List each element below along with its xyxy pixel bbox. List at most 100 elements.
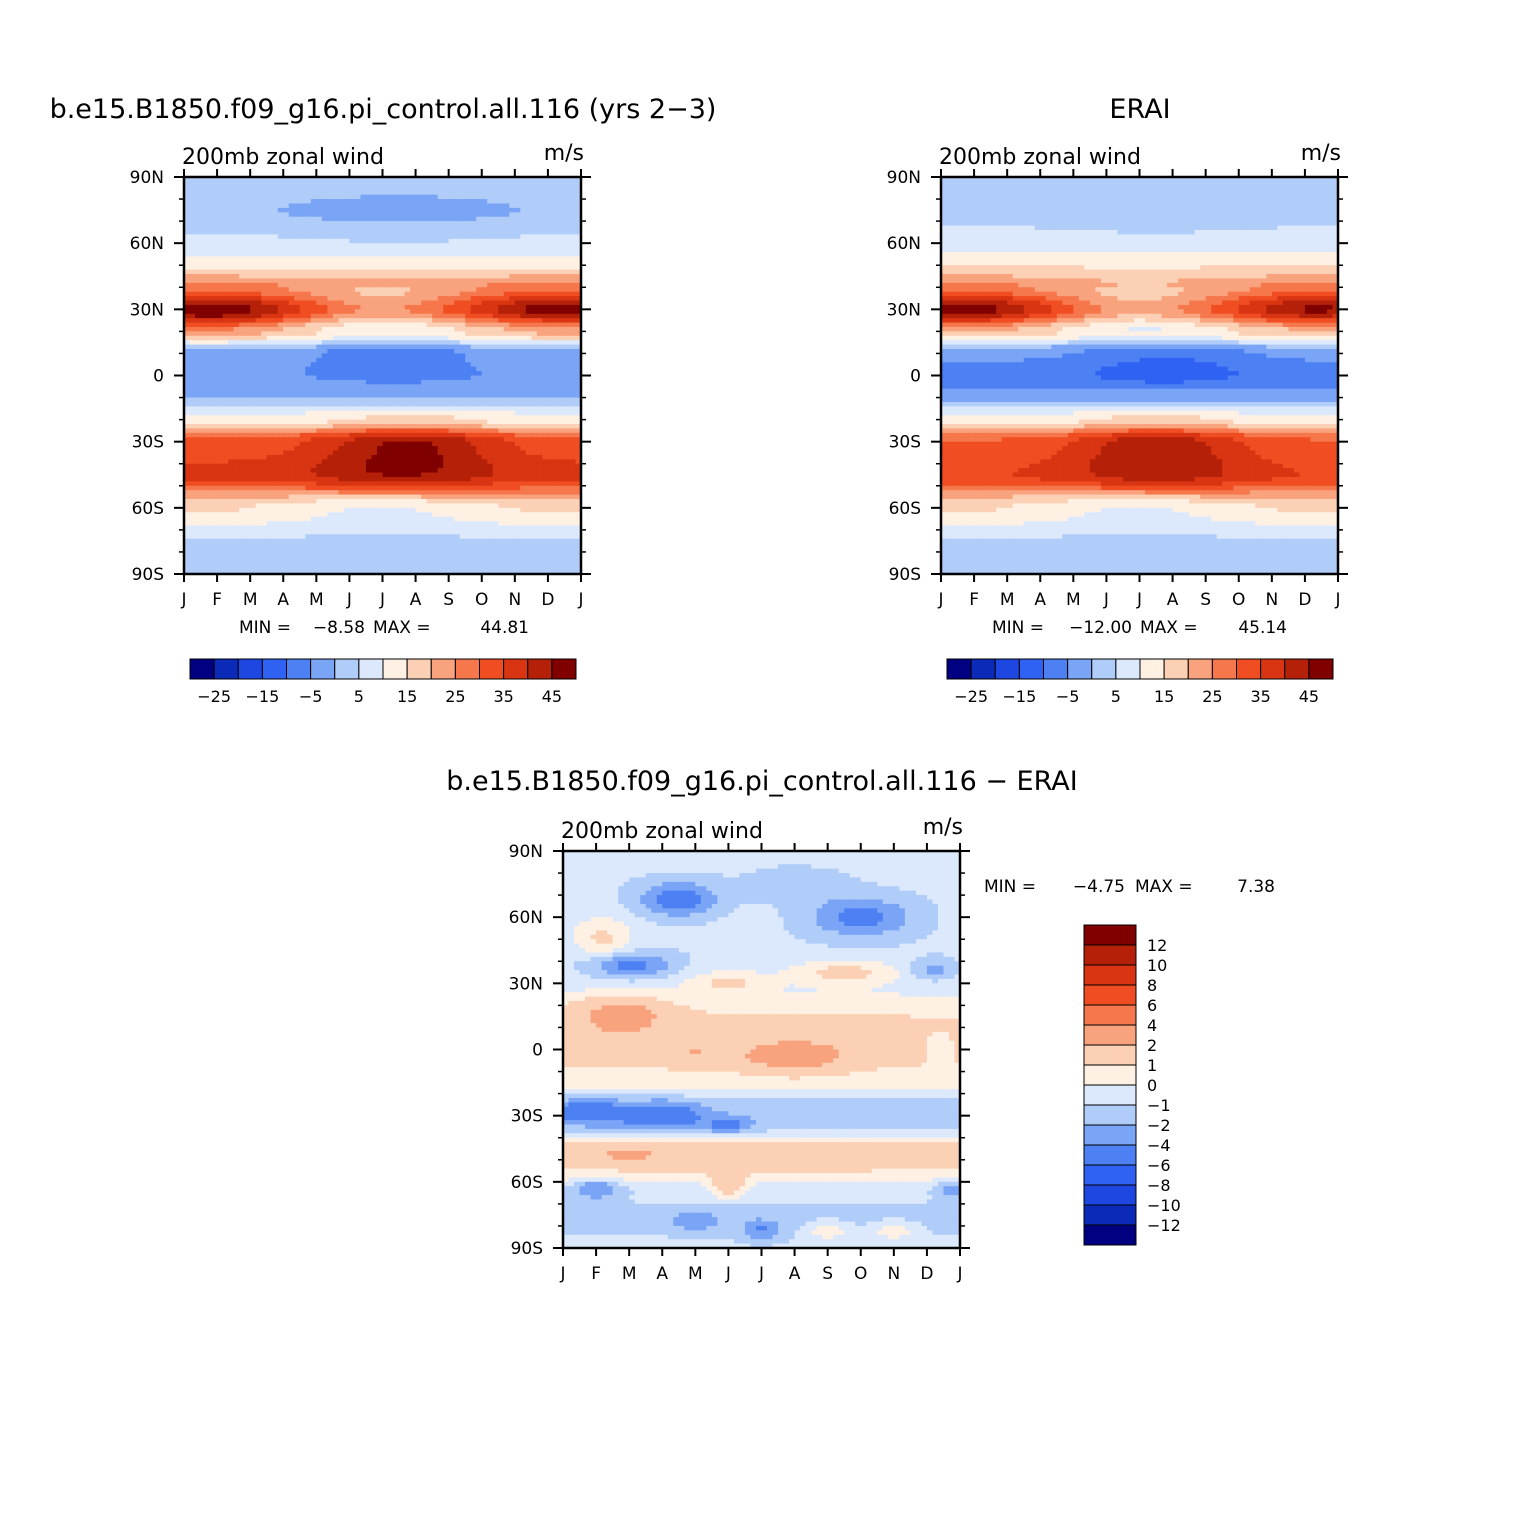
contour-cell — [206, 234, 213, 240]
contour-cell — [415, 406, 422, 412]
contour-cell — [382, 304, 389, 310]
contour-cell — [542, 441, 549, 447]
contour-cell — [310, 437, 317, 443]
contour-cell — [509, 388, 516, 394]
contour-cell — [514, 212, 521, 218]
contour-cell — [575, 278, 582, 284]
contour-cell — [261, 362, 268, 368]
contour-cell — [470, 322, 477, 328]
contour-cell — [404, 238, 411, 244]
contour-cell — [470, 260, 477, 266]
contour-cell — [410, 331, 417, 337]
contour-cell — [476, 238, 483, 244]
contour-cell — [520, 450, 527, 456]
contour-cell — [321, 203, 328, 209]
contour-cell — [410, 278, 417, 284]
contour-cell — [321, 260, 328, 266]
contour-cell — [509, 450, 516, 456]
contour-cell — [272, 265, 279, 271]
contour-cell — [360, 309, 367, 315]
contour-cell — [233, 331, 240, 337]
contour-cell — [222, 353, 229, 359]
contour-cell — [421, 265, 428, 271]
contour-cell — [195, 349, 202, 355]
contour-cell — [255, 388, 262, 394]
contour-cell — [404, 256, 411, 262]
contour-cell — [388, 353, 395, 359]
contour-cell — [239, 282, 246, 288]
contour-cell — [288, 282, 295, 288]
contour-cell — [338, 300, 345, 306]
contour-cell — [498, 207, 505, 213]
contour-cell — [365, 185, 373, 191]
contour-cell — [272, 221, 279, 227]
contour-cell — [536, 410, 543, 416]
contour-cell — [371, 260, 378, 266]
contour-cell — [228, 190, 235, 196]
contour-cell — [261, 340, 268, 346]
contour-cell — [421, 468, 428, 474]
contour-cell — [294, 287, 301, 293]
contour-cell — [520, 357, 527, 363]
contour-cell — [217, 260, 224, 266]
contour-cell — [239, 371, 246, 377]
contour-cell — [343, 260, 351, 266]
contour-cell — [261, 313, 268, 319]
contour-cell — [547, 318, 555, 324]
contour-cell — [206, 177, 213, 183]
contour-cell — [200, 406, 207, 412]
contour-cell — [525, 177, 532, 183]
contour-cell — [542, 401, 549, 407]
contour-cell — [393, 265, 400, 271]
contour-cell — [184, 441, 191, 447]
contour-cell — [569, 287, 577, 293]
contour-cell — [503, 216, 510, 222]
contour-cell — [492, 432, 499, 438]
contour-cell — [360, 419, 367, 425]
contour-cell — [531, 278, 538, 284]
contour-cell — [448, 296, 455, 302]
contour-cell — [498, 216, 505, 222]
contour-cell — [426, 366, 433, 372]
contour-cell — [327, 335, 334, 341]
contour-cell — [332, 194, 339, 200]
contour-cell — [299, 194, 306, 200]
contour-cell — [255, 251, 262, 257]
contour-cell — [327, 432, 334, 438]
contour-cell — [217, 265, 224, 271]
contour-cell — [321, 251, 328, 257]
contour-cell — [244, 481, 251, 487]
contour-cell — [365, 335, 373, 341]
contour-cell — [531, 199, 538, 205]
contour-cell — [443, 221, 450, 227]
contour-cell — [558, 296, 566, 302]
contour-cell — [476, 428, 483, 434]
contour-cell — [564, 393, 571, 399]
contour-cell — [404, 468, 411, 474]
contour-cell — [382, 265, 389, 271]
contour-cell — [509, 256, 516, 262]
contour-cell — [277, 199, 284, 205]
contour-cell — [211, 251, 218, 257]
contour-cell — [327, 472, 334, 478]
contour-cell — [481, 401, 488, 407]
contour-cell — [244, 401, 251, 407]
contour-cell — [443, 424, 450, 430]
contour-cell — [503, 428, 510, 434]
contour-cell — [332, 300, 339, 306]
contour-cell — [498, 437, 505, 443]
contour-cell — [371, 472, 378, 478]
contour-cell — [459, 410, 466, 416]
contour-cell — [575, 318, 582, 324]
contour-cell — [222, 190, 229, 196]
contour-cell — [569, 379, 577, 385]
contour-cell — [547, 450, 555, 456]
contour-cell — [332, 384, 339, 390]
contour-cell — [415, 446, 422, 452]
contour-cell — [206, 454, 213, 460]
contour-cell — [316, 406, 323, 412]
contour-cell — [498, 432, 505, 438]
contour-cell — [354, 406, 362, 412]
contour-cell — [487, 335, 494, 341]
contour-cell — [294, 375, 301, 381]
